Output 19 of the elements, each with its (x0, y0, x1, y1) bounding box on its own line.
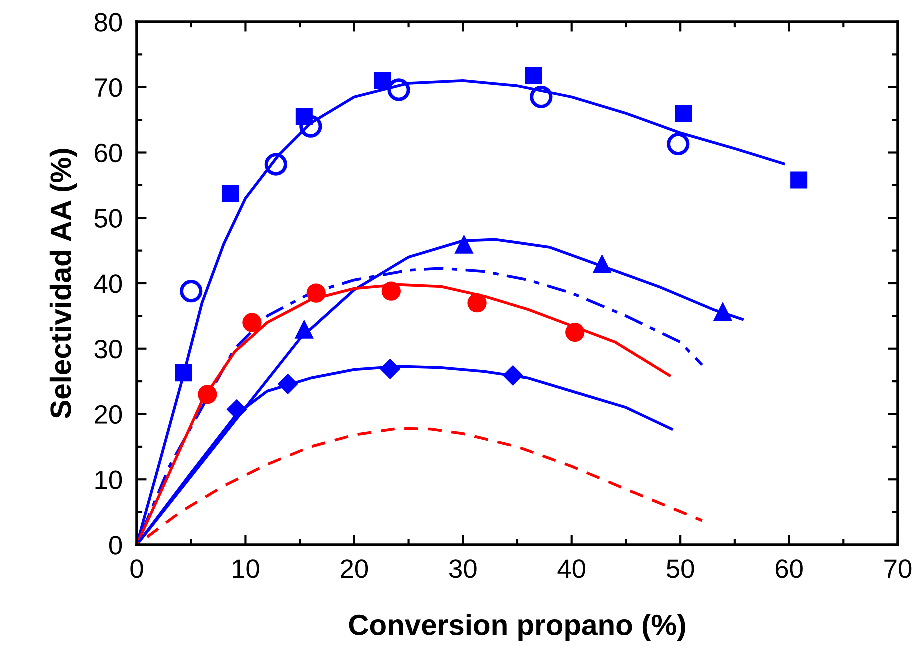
x-axis-title: Conversion propano (%) (349, 614, 686, 642)
y-tick-label: 10 (96, 470, 122, 490)
x-tick-label: 50 (666, 560, 694, 578)
y-tick-label: 40 (94, 274, 122, 294)
y-axis-title: Selectividad AA (%) (50, 149, 78, 419)
y-tick-label: 70 (95, 78, 122, 98)
x-tick-label: 60 (776, 560, 803, 578)
x-tick-label: 20 (341, 560, 368, 578)
x-tick-label: 0 (130, 560, 144, 578)
x-tick-label: 30 (449, 560, 477, 578)
y-tick-label: 60 (95, 144, 122, 163)
y-tick-label: 30 (94, 340, 122, 359)
x-tick-label: 70 (884, 560, 912, 578)
y-tick-label: 20 (95, 405, 122, 424)
y-tick-label: 0 (109, 536, 122, 555)
x-tick-label: 40 (558, 560, 586, 578)
x-tick-label: 10 (233, 560, 260, 578)
y-tick-label: 50 (94, 209, 122, 228)
y-tick-label: 80 (94, 13, 122, 32)
